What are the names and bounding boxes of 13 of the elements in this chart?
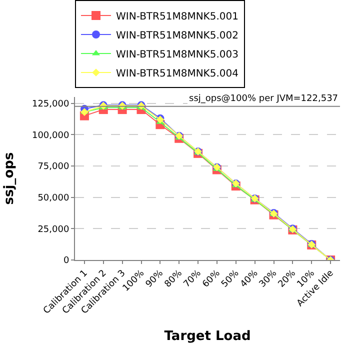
legend-label: WIN-BTR51M8MNK5.004 [116,68,238,80]
y-tick-label: 25,000 [38,224,70,235]
y-tick-label: 100,000 [32,130,70,141]
legend-label: WIN-BTR51M8MNK5.003 [116,49,238,60]
y-tick-label: 125,000 [32,99,70,110]
y-tick-label: 0 [63,256,70,266]
x-axis-title: Target Load [164,328,251,344]
y-axis-title: ssj_ops [2,152,17,205]
y-tick-label: 50,000 [38,193,70,204]
legend-label: WIN-BTR51M8MNK5.002 [116,30,238,42]
legend-label: WIN-BTR51M8MNK5.001 [116,11,238,22]
y-tick-label: 75,000 [38,162,70,172]
ref-line-label: ssj_ops@100% per JVM=122,537 [189,94,338,104]
